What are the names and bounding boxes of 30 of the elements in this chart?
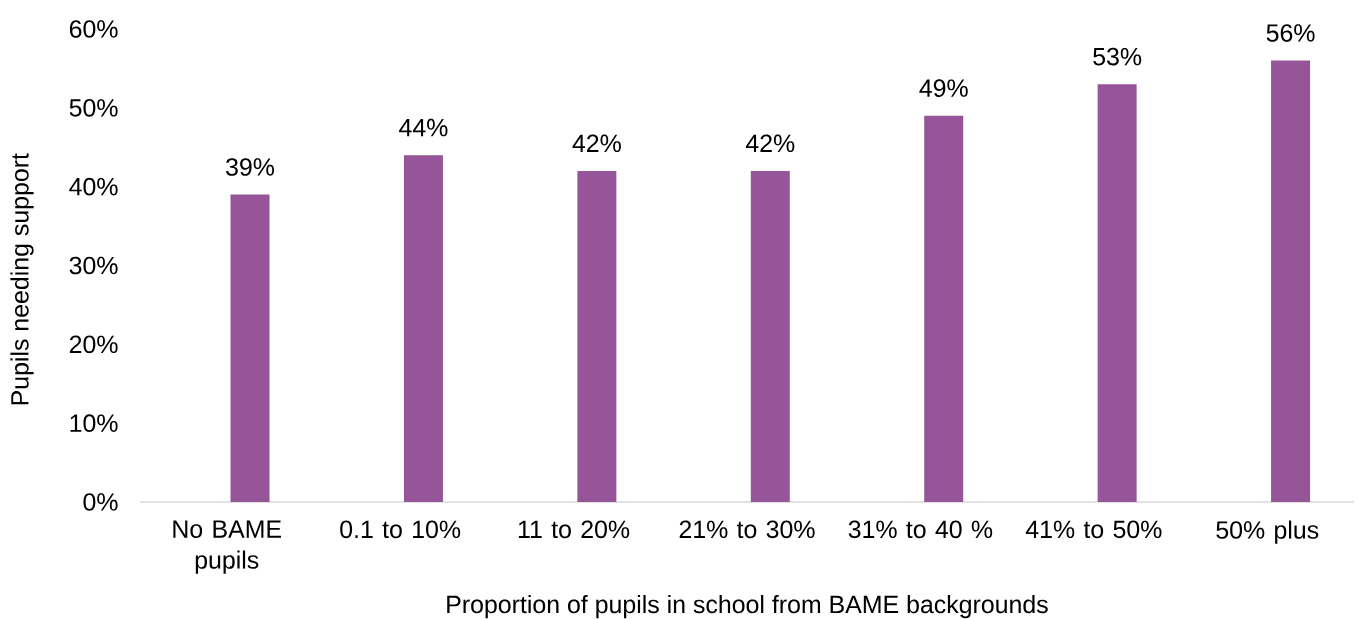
y-tick-label: 30%: [69, 256, 118, 275]
data-label: 56%: [1266, 24, 1315, 42]
bar: [924, 115, 964, 502]
y-tick-label: 40%: [69, 177, 118, 196]
y-tick-label: 60%: [69, 20, 118, 38]
x-tick-label: 21% to 30%: [679, 520, 815, 539]
data-label: 39%: [226, 158, 275, 176]
bar: [750, 170, 790, 502]
bar: [1271, 60, 1311, 502]
data-label: 53%: [1093, 47, 1142, 66]
x-tick-label: 31% to 40 %: [848, 520, 993, 539]
x-tick-label: 0.1 to 10%: [340, 520, 461, 539]
y-axis-title: Pupils needing support: [10, 153, 34, 405]
bar: [230, 194, 270, 502]
bar: [1097, 84, 1137, 502]
x-axis-title: Proportion of pupils in school from BAME backgrounds: [447, 594, 1048, 619]
y-tick-label: 20%: [69, 335, 118, 354]
data-label: 49%: [919, 79, 968, 97]
x-tick-label: 41% to 50%: [1025, 520, 1162, 539]
bar: [403, 155, 443, 502]
y-tick-label: 10%: [70, 414, 118, 432]
data-label: 44%: [399, 118, 448, 137]
x-tick-label: No BAME pupils: [173, 520, 281, 574]
bar: [577, 170, 617, 502]
y-tick-label: 0%: [83, 493, 118, 511]
x-tick-label: 50% plus: [1216, 520, 1319, 544]
x-tick-label: 11 to 20%: [518, 520, 630, 539]
data-label: 42%: [745, 134, 795, 153]
y-tick-label: 50%: [69, 99, 118, 117]
data-label: 42%: [572, 134, 621, 153]
